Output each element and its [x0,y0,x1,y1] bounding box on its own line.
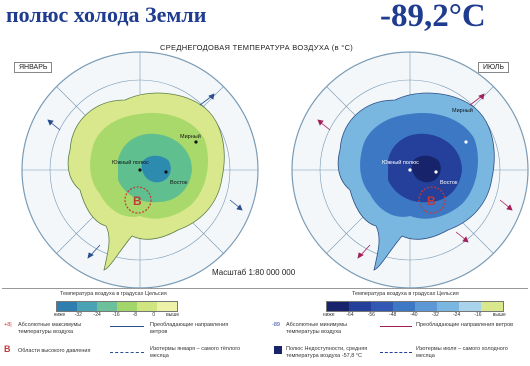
legend-isotherms-left: Изотермы января – самого тёплого месяца [150,346,241,359]
legend-right-caption: Температура воздуха в градусах Цельсия [352,291,459,297]
legend-right-scale [326,301,504,312]
map-scale: Масштаб 1:80 000 000 [212,268,296,277]
july-high-pressure: В [418,186,446,214]
legend-pole-marker [274,346,282,354]
legend-left-tick: -24 [93,312,101,318]
july-place-mirny: Мирный [452,107,473,114]
legend-right-tick: -40 [410,312,418,318]
legend-isotherm-line-right [380,352,412,353]
july-place-south-pole: Южный полюс [382,159,419,166]
legend-left-swatch-2 [97,302,117,311]
legend-abs-min-marker: -89 [272,322,280,328]
january-label: ЯНВАРЬ [14,62,53,73]
legend-left-scale [56,301,178,312]
legend-abs-min: Абсолютные минимумы температуры воздуха [286,322,348,335]
legend-left-tick: выше [166,312,180,318]
map-title: СРЕДНЕГОДОВАЯ ТЕМПЕРАТУРА ВОЗДУХА (в °С) [160,43,354,52]
legend-wind-line-right [380,326,412,327]
legend-left-tick: -16 [112,312,120,318]
legend-left-swatch-5 [157,302,177,311]
july-place-vostok: Восток [440,180,458,186]
legend-right-tick: -48 [389,312,397,318]
legend-isotherms-right: Изотермы июля – самого холодного месяца [416,346,508,359]
legend-right-swatch-2 [371,302,393,311]
legend [2,288,528,365]
january-map: В Мирный Восток Южный полюс [21,51,259,289]
legend-left-swatch-4 [137,302,157,311]
july-wind-arrows [317,93,513,259]
legend-high-pressure-areas: Области высокого давления [18,348,91,354]
legend-winds-right: Преобладающие направления ветров [416,322,514,328]
headline: полюс холода Земли [6,2,207,27]
legend-right-tick: -32 [431,312,439,318]
legend-isotherm-line-left [110,352,144,353]
legend-right-tick: выше [492,312,506,318]
january-high-pressure: В [124,186,152,214]
legend-wind-line-left [110,326,144,327]
legend-right-swatch-4 [415,302,437,311]
legend-right-swatch-6 [459,302,481,311]
legend-left-swatch-3 [117,302,137,311]
legend-right-swatch-1 [349,302,371,311]
legend-left-ticks: ниже -32 -24 -16 -8 0 выше [50,312,182,318]
legend-right-swatch-3 [393,302,415,311]
legend-right-swatch-7 [481,302,503,311]
legend-left-tick: ниже [53,312,66,318]
january-place-vostok: Восток [170,180,188,186]
july-label: ИЮЛЬ [478,62,509,73]
legend-right-ticks: ниже -64 -56 -48 -40 -32 -24 -16 выше [318,312,510,318]
legend-left-tick: -8 [132,312,138,318]
legend-inaccessibility-pole: Полюс Недоступности, средняя температура… [286,346,368,359]
legend-right-swatch-5 [437,302,459,311]
january-wind-arrows [47,93,243,259]
legend-left-tick: 0 [152,312,156,318]
legend-abs-max: Абсолютные максимумы температуры воздуха [18,322,82,335]
july-high-pressure-label: В [427,194,436,208]
january-continent-core [141,155,171,183]
july-places: Мирный Восток Южный полюс [382,107,473,186]
legend-right-tick: -56 [367,312,375,318]
legend-left-swatch-0 [57,302,77,311]
legend-high-pressure-symbol: В [4,344,11,354]
january-places: Мирный Восток Южный полюс [112,133,201,186]
legend-right-tick: -24 [453,312,461,318]
january-place-south-pole: Южный полюс [112,159,149,166]
july-map: В Мирный Восток Южный полюс [291,51,529,289]
january-high-pressure-label: В [133,194,142,208]
legend-winds-left: Преобладающие направления ветров [150,322,229,335]
legend-left-swatch-1 [77,302,97,311]
legend-left-tick: -32 [74,312,82,318]
legend-right-tick: -16 [474,312,482,318]
july-continent-core [411,155,441,183]
legend-abs-max-marker: +8| [4,322,12,328]
legend-right-tick: -64 [346,312,354,318]
record-temperature: -89,2°C [380,0,486,34]
legend-left-caption: Температура воздуха в градусах Цельсия [60,291,167,297]
legend-right-swatch-0 [327,302,349,311]
january-place-mirny: Мирный [180,133,201,140]
legend-right-tick: ниже [322,312,335,318]
